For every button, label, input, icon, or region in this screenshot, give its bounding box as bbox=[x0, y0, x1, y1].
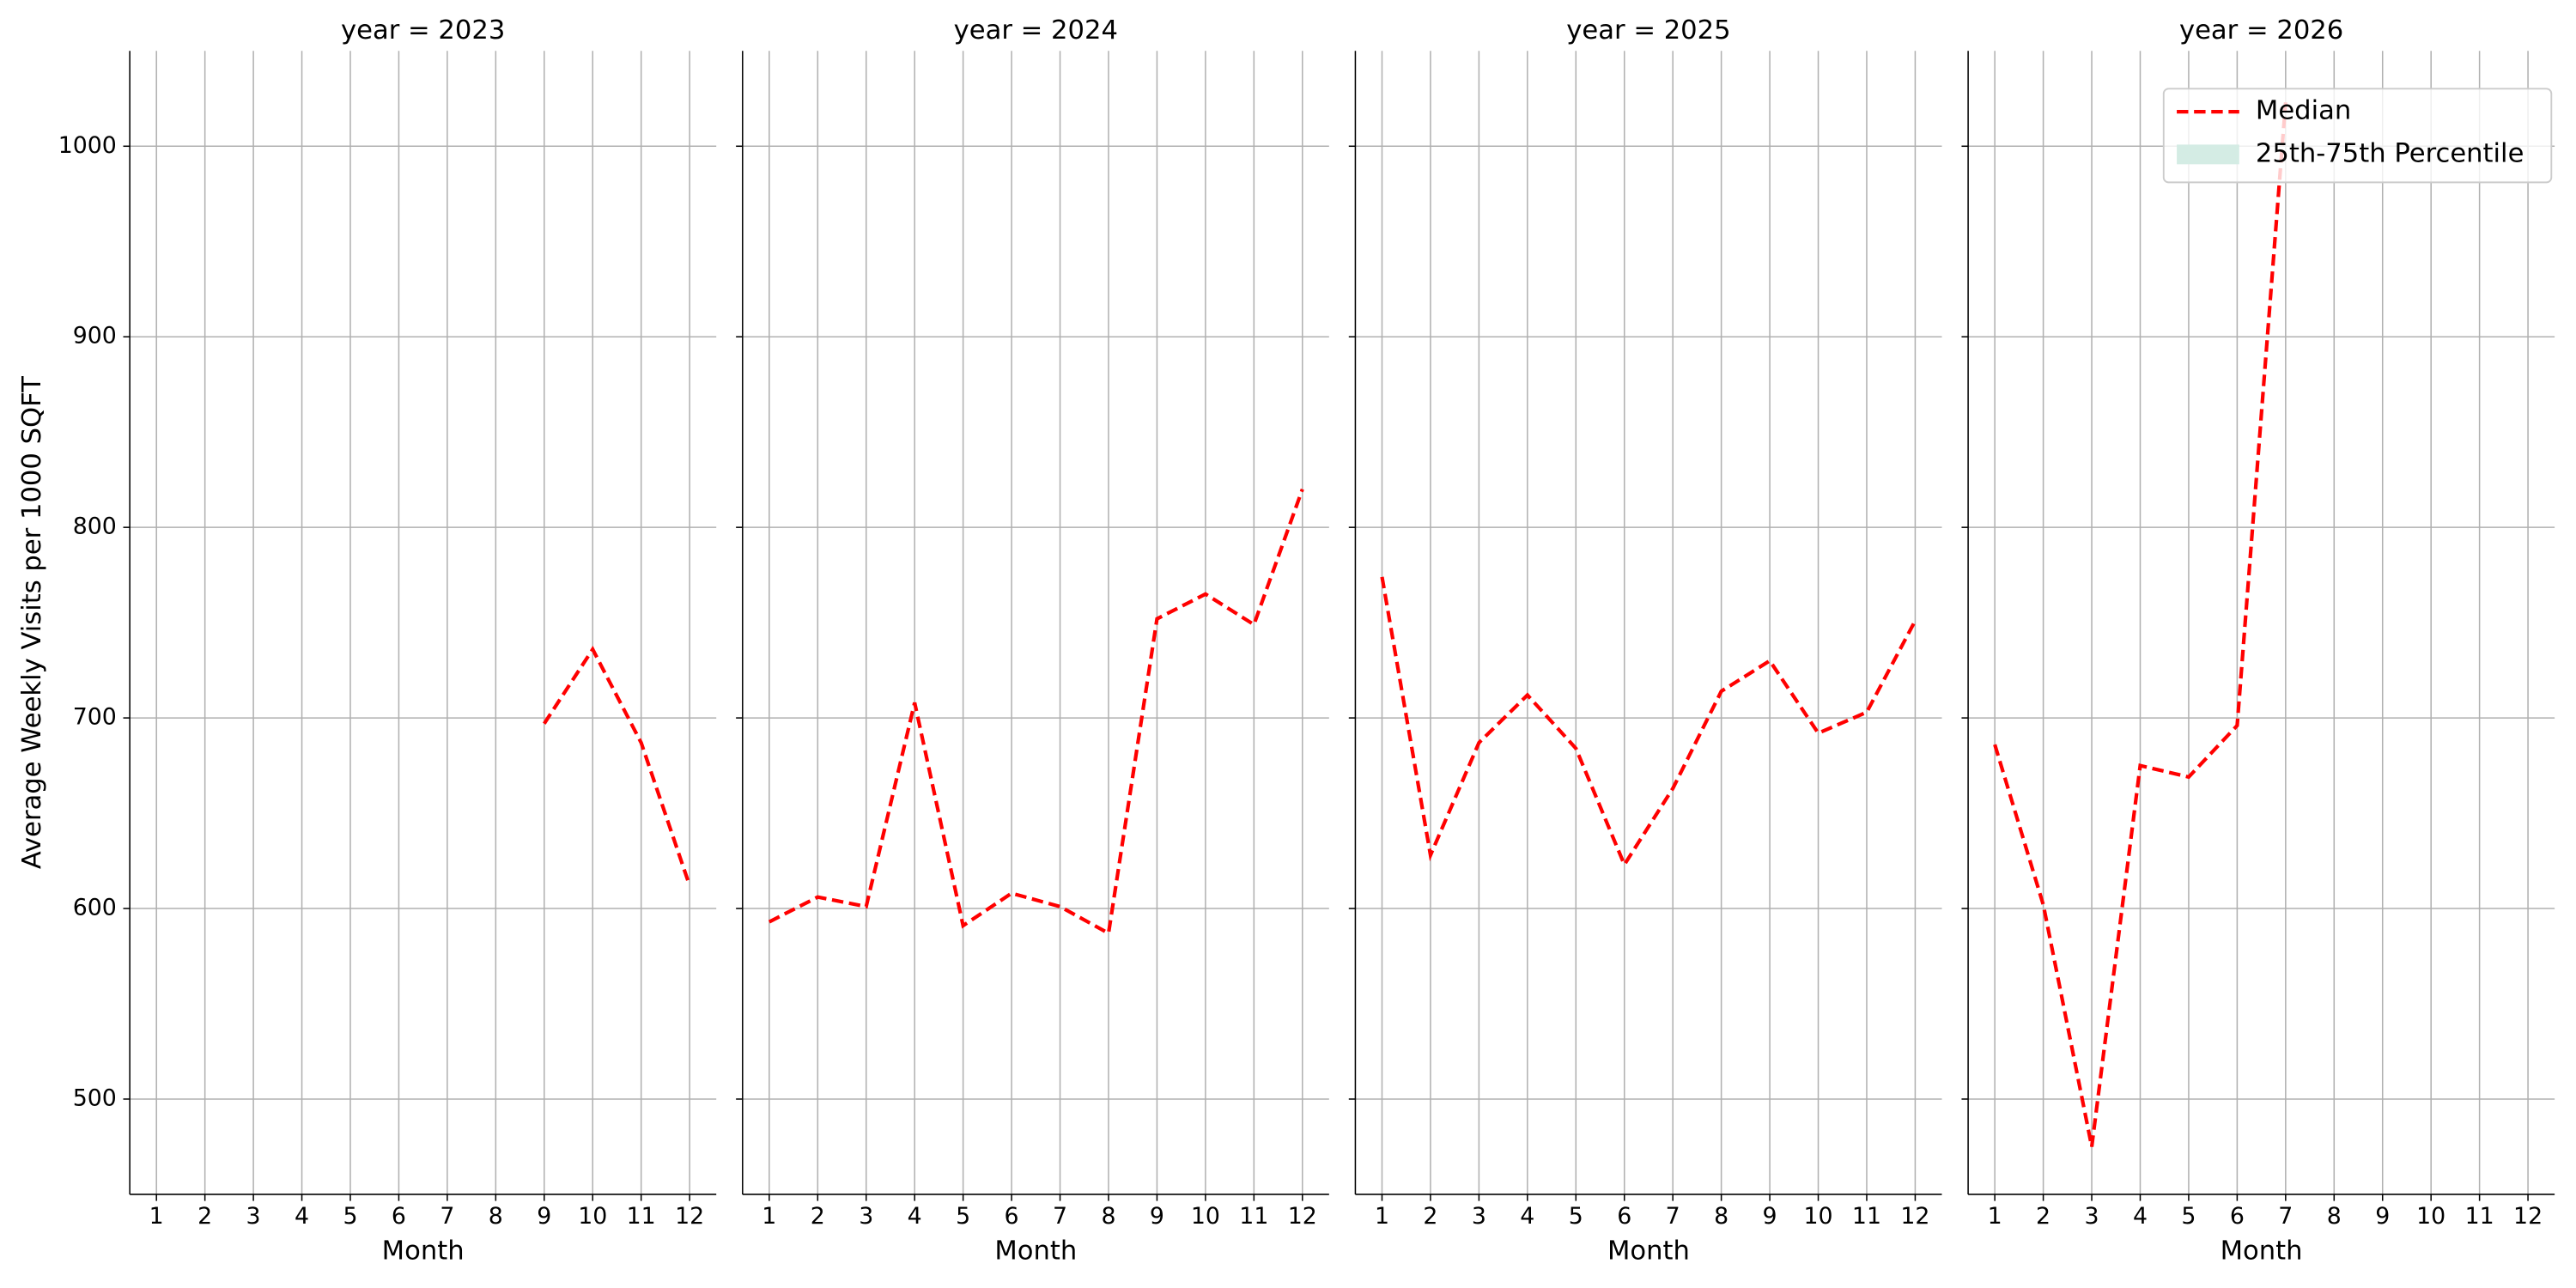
y-axis-label: Average Weekly Visits per 1000 SQFT bbox=[17, 376, 47, 869]
x-tick-label: 5 bbox=[2181, 1203, 2196, 1230]
x-tick-label: 10 bbox=[1191, 1203, 1220, 1230]
x-tick-label: 7 bbox=[1053, 1203, 1067, 1230]
x-tick-label: 10 bbox=[2416, 1203, 2445, 1230]
x-tick-label: 1 bbox=[762, 1203, 776, 1230]
legend-swatch bbox=[2177, 144, 2239, 165]
x-tick-label: 2 bbox=[1423, 1203, 1437, 1230]
x-tick-label: 9 bbox=[1763, 1203, 1777, 1230]
panel-title: year = 2024 bbox=[954, 15, 1118, 46]
x-tick-label: 11 bbox=[627, 1203, 656, 1230]
x-axis-label: Month bbox=[994, 1236, 1077, 1266]
x-tick-label: 9 bbox=[2375, 1203, 2390, 1230]
x-tick-label: 1 bbox=[149, 1203, 164, 1230]
x-tick-label: 6 bbox=[1617, 1203, 1631, 1230]
x-tick-label: 2 bbox=[2036, 1203, 2050, 1230]
x-tick-label: 3 bbox=[2085, 1203, 2099, 1230]
x-tick-label: 12 bbox=[1288, 1203, 1317, 1230]
median-line bbox=[1993, 102, 2287, 1147]
panel-title: year = 2025 bbox=[1566, 15, 1730, 46]
panel-title: year = 2026 bbox=[2179, 15, 2343, 46]
panel-title: year = 2023 bbox=[341, 15, 505, 46]
x-tick-label: 6 bbox=[392, 1203, 406, 1230]
x-tick-label: 3 bbox=[246, 1203, 261, 1230]
y-tick-label: 500 bbox=[73, 1084, 117, 1111]
median-line bbox=[1380, 576, 1917, 869]
x-tick-label: 2 bbox=[197, 1203, 212, 1230]
y-tick-label: 900 bbox=[73, 323, 117, 349]
y-tick-label: 800 bbox=[73, 513, 117, 540]
legend-label: Median bbox=[2256, 96, 2351, 126]
x-tick-label: 4 bbox=[2133, 1203, 2148, 1230]
x-tick-label: 9 bbox=[537, 1203, 551, 1230]
x-tick-label: 8 bbox=[489, 1203, 503, 1230]
x-tick-label: 8 bbox=[2327, 1203, 2342, 1230]
x-tick-label: 3 bbox=[1472, 1203, 1486, 1230]
x-tick-label: 8 bbox=[1101, 1203, 1115, 1230]
x-tick-label: 12 bbox=[1900, 1203, 1929, 1230]
x-tick-label: 7 bbox=[1666, 1203, 1680, 1230]
x-axis-label: Month bbox=[2221, 1236, 2303, 1266]
x-tick-label: 3 bbox=[859, 1203, 873, 1230]
x-tick-label: 6 bbox=[2230, 1203, 2245, 1230]
median-line bbox=[768, 489, 1304, 937]
y-tick-label: 600 bbox=[73, 895, 117, 921]
legend-label: 25th-75th Percentile bbox=[2256, 138, 2524, 168]
y-tick-label: 700 bbox=[73, 704, 117, 731]
x-tick-label: 5 bbox=[956, 1203, 970, 1230]
y-tick-label: 1000 bbox=[58, 132, 117, 159]
median-line bbox=[543, 646, 692, 887]
x-tick-label: 4 bbox=[295, 1203, 309, 1230]
x-tick-label: 5 bbox=[343, 1203, 357, 1230]
x-tick-label: 1 bbox=[1375, 1203, 1389, 1230]
x-tick-label: 2 bbox=[811, 1203, 825, 1230]
x-tick-label: 4 bbox=[908, 1203, 922, 1230]
legend: Median 25th-75th Percentile bbox=[2162, 88, 2553, 184]
x-tick-label: 11 bbox=[1852, 1203, 1881, 1230]
x-tick-label: 12 bbox=[2513, 1203, 2543, 1230]
x-tick-label: 12 bbox=[675, 1203, 704, 1230]
x-tick-label: 7 bbox=[440, 1203, 454, 1230]
x-tick-label: 10 bbox=[1804, 1203, 1833, 1230]
x-tick-label: 4 bbox=[1520, 1203, 1534, 1230]
x-axis-label: Month bbox=[1607, 1236, 1690, 1266]
x-axis-label: Month bbox=[382, 1236, 465, 1266]
x-tick-label: 11 bbox=[2465, 1203, 2494, 1230]
x-tick-label: 9 bbox=[1150, 1203, 1164, 1230]
legend-box bbox=[2162, 88, 2553, 184]
x-tick-label: 5 bbox=[1569, 1203, 1583, 1230]
x-tick-label: 11 bbox=[1239, 1203, 1268, 1230]
x-tick-label: 10 bbox=[578, 1203, 607, 1230]
x-tick-label: 1 bbox=[1988, 1203, 2002, 1230]
x-tick-label: 7 bbox=[2278, 1203, 2293, 1230]
x-tick-label: 8 bbox=[1714, 1203, 1728, 1230]
x-tick-label: 6 bbox=[1005, 1203, 1019, 1230]
